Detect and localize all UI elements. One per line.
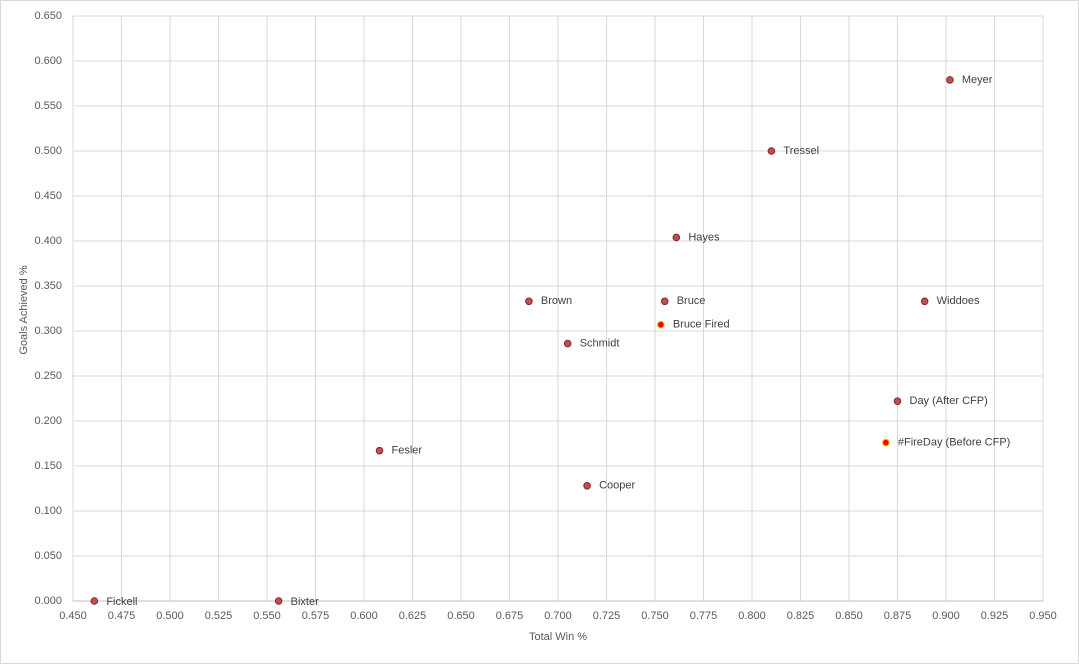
point-label: Bixter: [291, 596, 319, 608]
y-tick-label: 0.550: [34, 100, 62, 112]
point-label: Day (After CFP): [910, 395, 988, 407]
point-label: Bruce Fired: [673, 319, 730, 331]
x-tick-label: 0.675: [496, 610, 524, 622]
point-label: Fesler: [392, 445, 423, 457]
y-tick-label: 0.450: [34, 190, 62, 202]
point-label: Bruce: [677, 295, 706, 307]
point-label: #FireDay (Before CFP): [898, 437, 1010, 449]
point-label: Brown: [541, 295, 572, 307]
x-tick-label: 0.525: [205, 610, 233, 622]
x-tick-label: 0.500: [156, 610, 184, 622]
point: [525, 297, 533, 306]
x-tick-label: 0.850: [835, 610, 863, 622]
x-tick-label: 0.925: [981, 610, 1009, 622]
x-tick-label: 0.950: [1029, 610, 1057, 622]
point: [375, 446, 384, 455]
x-tick-label: 0.650: [447, 610, 475, 622]
point: [563, 339, 572, 348]
x-tick-label: 0.875: [884, 610, 912, 622]
point-label: Fickell: [106, 596, 137, 608]
point: [583, 482, 591, 490]
x-tick-label: 0.450: [59, 610, 87, 622]
point: [672, 233, 681, 242]
point-label: Meyer: [962, 74, 993, 86]
x-tick-label: 0.475: [108, 610, 136, 622]
x-tick-label: 0.800: [738, 610, 766, 622]
y-tick-label: 0.250: [34, 370, 62, 382]
point: [657, 320, 665, 329]
point: [660, 297, 669, 306]
y-tick-label: 0.350: [34, 280, 62, 292]
x-tick-label: 0.750: [641, 610, 669, 622]
y-axis-title: Goals Achieved %: [18, 265, 30, 354]
y-tick-label: 0.500: [34, 145, 62, 157]
y-tick-label: 0.200: [34, 415, 62, 427]
point-label: Widdoes: [937, 295, 980, 307]
x-tick-label: 0.900: [932, 610, 960, 622]
point-label: Hayes: [688, 231, 720, 243]
y-tick-label: 0.600: [34, 55, 62, 67]
point: [920, 297, 929, 306]
y-tick-label: 0.300: [34, 325, 62, 337]
point: [946, 76, 954, 84]
point-label: Schmidt: [580, 338, 620, 350]
point: [767, 147, 776, 155]
point-label: Cooper: [599, 480, 635, 492]
point: [90, 597, 99, 605]
y-tick-label: 0.400: [34, 235, 62, 247]
x-tick-label: 0.550: [253, 610, 281, 622]
y-tick-label: 0.100: [34, 505, 62, 517]
x-tick-label: 0.600: [350, 610, 378, 622]
y-tick-label: 0.050: [34, 550, 62, 562]
y-tick-label: 0.000: [34, 595, 62, 607]
point-label: Tressel: [783, 145, 819, 157]
x-tick-label: 0.725: [593, 610, 621, 622]
x-axis-title: Total Win %: [529, 631, 587, 643]
x-tick-label: 0.775: [690, 610, 718, 622]
y-tick-label: 0.150: [34, 460, 62, 472]
x-tick-label: 0.575: [302, 610, 330, 622]
x-tick-label: 0.700: [544, 610, 572, 622]
point: [274, 597, 283, 605]
point: [893, 397, 902, 406]
x-tick-label: 0.825: [787, 610, 815, 622]
y-tick-label: 0.650: [34, 10, 62, 22]
point: [882, 438, 890, 447]
x-tick-label: 0.625: [399, 610, 427, 622]
